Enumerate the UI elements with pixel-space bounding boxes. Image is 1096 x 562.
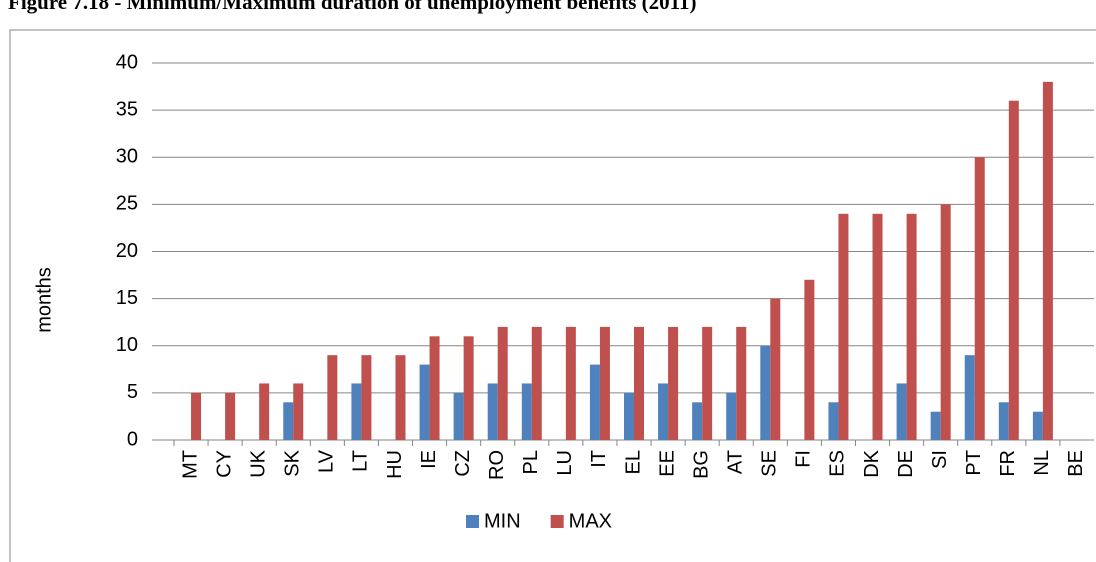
x-tick-label: SE <box>759 450 781 477</box>
x-tick-label: ES <box>827 450 849 477</box>
bar <box>259 383 270 440</box>
bar <box>668 326 679 440</box>
y-tick-label: 10 <box>116 334 138 356</box>
bar <box>998 402 1009 440</box>
bar <box>974 157 985 440</box>
x-tick-label: MT <box>179 450 201 479</box>
x-tick-label: NL <box>1031 450 1053 476</box>
bar <box>565 326 576 440</box>
x-tick-label: UK <box>247 449 269 477</box>
legend-swatch <box>466 515 479 528</box>
bar <box>589 364 600 440</box>
x-tick-label: CZ <box>452 450 474 477</box>
bar <box>940 204 951 440</box>
y-tick-label: 30 <box>116 146 138 168</box>
x-tick-label: CY <box>213 450 235 478</box>
bar <box>872 213 883 440</box>
bar <box>361 355 372 440</box>
chart-title: Figure 7.18 - Minimum/Maximum duration o… <box>8 0 697 14</box>
bar <box>658 383 669 440</box>
legend-label: MIN <box>484 510 521 532</box>
x-tick-label: DK <box>861 449 883 477</box>
y-tick-label: 0 <box>127 428 138 450</box>
bar <box>521 383 532 440</box>
x-tick-label: DE <box>895 450 917 478</box>
bar <box>419 364 430 440</box>
legend-label: MAX <box>569 510 612 532</box>
bar <box>964 355 975 440</box>
bar <box>191 392 202 440</box>
bar <box>1042 81 1053 440</box>
y-tick-label: 40 <box>116 51 138 73</box>
bar <box>497 326 508 440</box>
x-tick-label: PL <box>520 450 542 474</box>
x-tick-label: AT <box>725 450 747 474</box>
bar <box>736 326 747 440</box>
x-tick-label: FR <box>997 450 1019 477</box>
x-tick-label: LV <box>316 449 338 473</box>
x-tick-label: EL <box>622 450 644 474</box>
bar <box>487 383 498 440</box>
x-tick-label: BE <box>1065 450 1087 477</box>
bar <box>634 326 644 440</box>
y-tick-label: 15 <box>116 287 138 309</box>
x-tick-label: HU <box>384 450 406 479</box>
bar <box>599 326 610 440</box>
chart-frame <box>9 29 1096 562</box>
bar <box>453 392 464 440</box>
x-tick-label: LT <box>350 450 372 472</box>
y-axis-label: months <box>33 267 55 333</box>
legend-swatch <box>550 515 564 528</box>
bar <box>429 336 440 440</box>
bar <box>726 392 737 440</box>
bar <box>225 392 236 440</box>
bar <box>828 402 839 440</box>
y-tick-label: 5 <box>127 381 138 403</box>
x-tick-label: RO <box>486 450 508 480</box>
bar <box>293 383 304 440</box>
bar <box>692 402 703 440</box>
bar <box>624 392 634 440</box>
bar <box>1032 411 1043 440</box>
bar <box>1008 100 1019 440</box>
bar <box>930 411 941 440</box>
bar <box>838 213 849 440</box>
bar <box>896 383 907 440</box>
bar <box>804 279 815 440</box>
x-tick-label: IE <box>418 450 440 469</box>
bar <box>906 213 917 440</box>
y-tick-label: 20 <box>116 240 138 262</box>
x-tick-label: LU <box>554 450 576 476</box>
x-tick-label: BG <box>690 450 712 479</box>
bar <box>283 402 294 440</box>
x-tick-label: EE <box>656 450 678 477</box>
bar <box>463 336 474 440</box>
x-tick-label: SK <box>282 449 304 476</box>
bar <box>395 355 406 440</box>
bar <box>327 355 338 440</box>
x-tick-label: FI <box>793 450 815 468</box>
x-tick-label: PT <box>963 450 985 476</box>
bar <box>702 326 713 440</box>
bar <box>351 383 362 440</box>
bar <box>760 345 771 440</box>
bar <box>770 298 781 440</box>
y-tick-label: 25 <box>116 193 138 215</box>
y-tick-label: 35 <box>116 98 138 120</box>
bar <box>531 326 542 440</box>
x-tick-label: IT <box>588 450 610 468</box>
x-tick-label: SI <box>929 450 951 469</box>
